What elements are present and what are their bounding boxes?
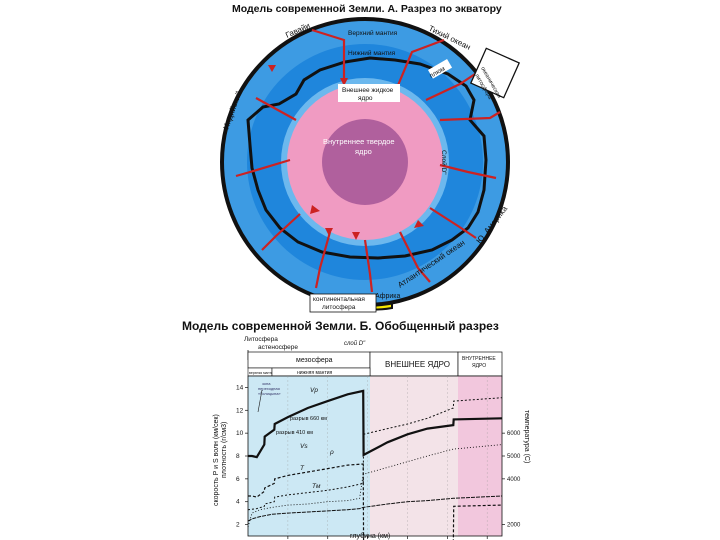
plume-line xyxy=(261,213,301,251)
label-transition-zone-1: зона xyxy=(262,381,271,386)
label-transition-zone-2: переходная xyxy=(258,386,280,391)
plume-line xyxy=(439,163,497,180)
chart-series: Vp Vs ρ T Tм xyxy=(247,387,503,540)
series-label-Tм: Tм xyxy=(312,483,321,490)
plumes xyxy=(235,28,501,293)
annotation-660: разрыв 660 км xyxy=(290,416,327,422)
chart-axes: 1000200030004000500060002468101214200040… xyxy=(236,376,521,539)
y-axis-label-left: скорость P и S волн (км/сек) xyxy=(213,414,220,506)
annotation-410: разрыв 410 км xyxy=(276,430,313,436)
generalized-section-chart: Литосфера астеносфере слой D" мезосфера … xyxy=(213,336,530,540)
chart-header: Литосфера астеносфере слой D" мезосфера … xyxy=(244,336,503,377)
label-d-layer-header: слой D" xyxy=(344,340,366,347)
plume-line xyxy=(363,239,374,293)
y2-tick-label: 5000 xyxy=(507,454,521,460)
y-tick-label: 8 xyxy=(236,453,240,460)
y-axis-label-right: температура (С) xyxy=(523,410,530,463)
equatorial-section-diagram: Верхний мантия Нижний мантия Внешнее жид… xyxy=(220,17,521,313)
label-continental-litho-line2: литосфера xyxy=(322,304,356,311)
outer-core-label-box xyxy=(338,84,400,102)
transition-zone-bracket xyxy=(257,389,263,413)
plume-line xyxy=(399,231,431,283)
label-lower-mantle: Нижний мантия xyxy=(348,49,396,57)
y-tick-label: 10 xyxy=(236,430,244,437)
label-inner-core-line1: Внутреннее твердое xyxy=(323,137,395,146)
plume-line xyxy=(311,28,346,84)
y2-tick-label: 2000 xyxy=(507,523,521,529)
plume-line xyxy=(255,97,297,121)
y-tick-label: 6 xyxy=(236,476,240,483)
label-outer-core-line1: Внешнее жидкое xyxy=(342,87,394,94)
label-africa: Африка xyxy=(375,293,401,300)
title-section-b: Модель современной Земли. Б. Обобщенный … xyxy=(182,319,499,333)
plume-label-box xyxy=(428,58,453,79)
label-transition-zone-3: «Голицына» xyxy=(258,391,281,396)
label-outer-core-line2: ядро xyxy=(358,95,373,102)
label-mesosphere: мезосфера xyxy=(296,357,333,364)
plume-line xyxy=(394,38,445,91)
plume-line xyxy=(425,71,479,101)
label-lithosphere: Литосфера xyxy=(244,336,278,343)
series-line-Vs xyxy=(248,463,503,540)
series-line-Tм xyxy=(247,495,503,522)
y2-tick-label: 4000 xyxy=(507,477,521,483)
label-lower-mantle-header: нижняя мантия xyxy=(297,370,333,376)
plume-line xyxy=(235,158,291,178)
label-d-layer: Слой D" xyxy=(440,150,448,175)
label-inner-core-header-2: ЯДРО xyxy=(472,363,486,369)
series-label-T: T xyxy=(300,465,305,472)
header-outer-core-box xyxy=(369,351,459,377)
label-upper-mantle: Верхний мантия xyxy=(348,29,398,37)
label-continental-litho-line1: континентальная xyxy=(313,296,365,303)
series-label-Vp: Vp xyxy=(310,387,318,394)
label-asthenosphere: астеносфере xyxy=(258,344,298,351)
label-outer-core-header: ВНЕШНЕЕ ЯДРО xyxy=(385,360,450,369)
label-inner-core-header-1: ВНУТРЕННЕЕ xyxy=(462,356,496,362)
plume-line xyxy=(429,207,477,239)
series-line-T xyxy=(247,444,503,528)
outer-core-background xyxy=(370,376,458,536)
y-tick-label: 12 xyxy=(236,407,244,414)
label-inner-core-line2: ядро xyxy=(355,147,372,156)
y2-tick-label: 6000 xyxy=(507,431,521,437)
title-section-a: Модель современной Земли. А. Разрез по э… xyxy=(232,3,502,15)
series-label-ρ: ρ xyxy=(329,449,334,456)
y-axis-label-left2: плотность (г/см3) xyxy=(221,422,228,478)
plume-line xyxy=(439,111,501,122)
series-line-ρ xyxy=(247,397,503,511)
y-tick-label: 4 xyxy=(236,499,240,506)
oceanic-litho-box xyxy=(469,47,521,99)
x-axis-label: глубина (км) xyxy=(350,532,390,540)
plume-line xyxy=(314,231,332,289)
y-tick-label: 2 xyxy=(236,522,240,529)
series-label-Vs: Vs xyxy=(300,443,308,450)
label-upper-mantle-header: верхняя мантия xyxy=(249,371,275,375)
inner-core xyxy=(322,119,408,205)
series-line-Vp xyxy=(248,389,503,459)
y-tick-label: 14 xyxy=(236,384,244,391)
continental-litho-box xyxy=(309,293,377,313)
inner-core-background xyxy=(458,376,502,536)
